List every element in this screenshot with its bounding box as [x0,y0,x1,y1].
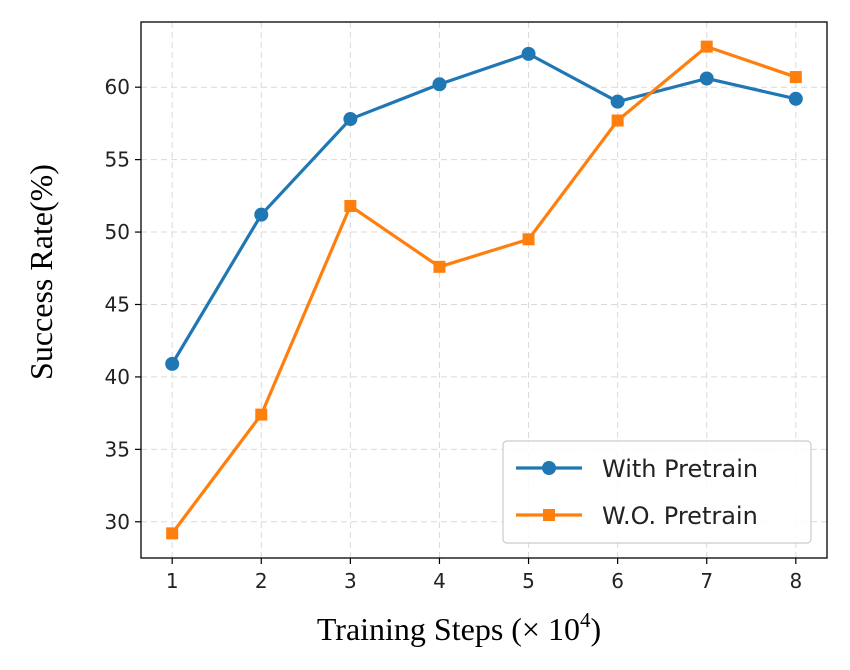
y-tick-label: 55 [105,148,130,172]
y-tick-label: 30 [105,510,130,534]
data-point-with-pretrain [699,71,714,86]
x-tick-label: 6 [611,569,624,593]
data-point-wo-pretrain [611,114,624,127]
x-tick-label: 1 [166,569,179,593]
legend-entry-with-pretrain: With Pretrain [516,455,758,483]
legend-label-with-pretrain: With Pretrain [602,455,758,483]
data-point-wo-pretrain [166,527,179,540]
x-tick-label: 7 [700,569,713,593]
x-axis-title: Training Steps (× 104) [317,608,601,647]
x-axis: 1 2 3 4 5 6 7 8 [166,558,802,593]
data-point-wo-pretrain [433,260,446,273]
grid [141,22,827,558]
x-tick-label: 2 [255,569,268,593]
y-axis: 30 35 40 45 50 55 60 [105,75,141,534]
legend: With Pretrain W.O. Pretrain [502,440,812,544]
data-point-wo-pretrain [255,408,268,421]
data-point-with-pretrain [788,91,803,106]
data-point-wo-pretrain [700,40,713,53]
x-tick-label: 3 [344,569,357,593]
series-line-wo-pretrain [170,45,797,535]
legend-marker-with-pretrain [542,461,556,475]
data-point-wo-pretrain [522,233,535,246]
x-tick-label: 4 [433,569,446,593]
y-tick-label: 40 [105,365,130,389]
x-tick-label: 5 [522,569,535,593]
legend-label-wo-pretrain: W.O. Pretrain [602,502,758,530]
data-point-with-pretrain [165,356,180,371]
y-tick-label: 50 [105,220,130,244]
series-layer [165,40,803,540]
x-tick-label: 8 [789,569,802,593]
data-point-with-pretrain [610,94,625,109]
data-point-with-pretrain [521,46,536,61]
y-axis-title: Success Rate(%) [23,164,59,380]
legend-marker-wo-pretrain [543,509,555,521]
data-point-wo-pretrain [344,199,357,212]
y-tick-label: 45 [105,292,130,316]
data-point-with-pretrain [432,77,447,92]
series-wo-pretrain [166,40,802,540]
series-with-pretrain [165,46,803,371]
data-point-with-pretrain [254,207,269,222]
plot-area [140,21,828,559]
legend-entry-wo-pretrain: W.O. Pretrain [516,502,758,530]
y-tick-label: 60 [105,75,130,99]
series-line-with-pretrain [170,52,797,365]
y-tick-label: 35 [105,437,130,461]
data-point-wo-pretrain [789,71,802,84]
data-point-with-pretrain [343,112,358,127]
